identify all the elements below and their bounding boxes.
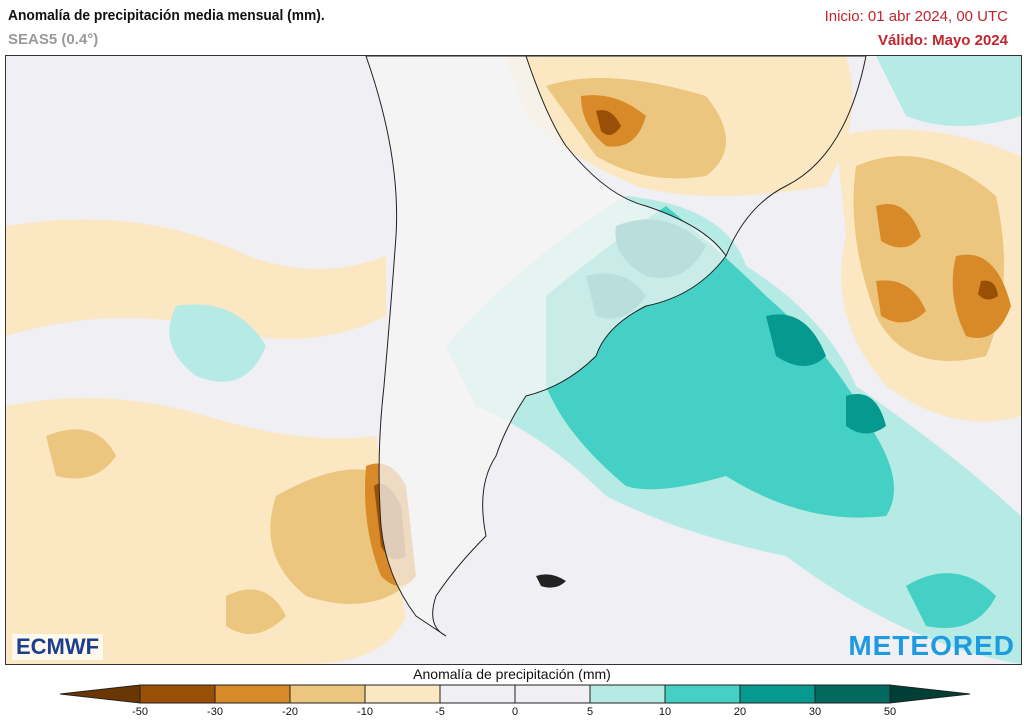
colorbar-tick-label: 20 [733,706,747,718]
init-date: Inicio: 01 abr 2024, 00 UTC [824,8,1008,25]
colorbar-segment [664,684,741,704]
map-title: Anomalía de precipitación media mensual … [8,7,325,24]
colorbar-segment [289,684,366,704]
meteored-logo: METEORED [848,630,1015,661]
colorbar-tick-label: 5 [586,706,594,718]
colorbar [60,684,970,704]
dry-anomaly-areas [6,56,1021,664]
colorbar-tick-label: 0 [511,706,519,718]
colorbar-segment [139,684,216,704]
colorbar-tick-label: -20 [282,706,298,718]
colorbar-segment [439,684,516,704]
model-label: SEAS5 (0.4°) [8,31,99,48]
colorbar-segment [589,684,666,704]
colorbar-tick-label: -5 [435,706,445,718]
colorbar-title: Anomalía de precipitación (mm) [413,666,611,682]
precipitation-anomaly-map: ECMWF METEORED [5,55,1022,665]
colorbar-arrow-high [889,684,970,704]
colorbar-tick-label: -50 [132,706,148,718]
colorbar-segment [739,684,816,704]
colorbar-segment [814,684,891,704]
ecmwf-logo: ECMWF [12,634,104,660]
colorbar-segment [214,684,291,704]
colorbar-tick-label: 10 [658,706,672,718]
colorbar-tick-label: 50 [883,706,897,718]
colorbar-segment [514,684,591,704]
colorbar-segment [364,684,441,704]
valid-date: Válido: Mayo 2024 [877,32,1008,49]
colorbar-tick-label: -10 [357,706,373,718]
map-svg [6,56,1021,664]
colorbar-arrow-low [60,684,141,704]
colorbar-tick-label: -30 [207,706,223,718]
land-south-america [365,56,867,637]
colorbar-tick-label: 30 [808,706,822,718]
